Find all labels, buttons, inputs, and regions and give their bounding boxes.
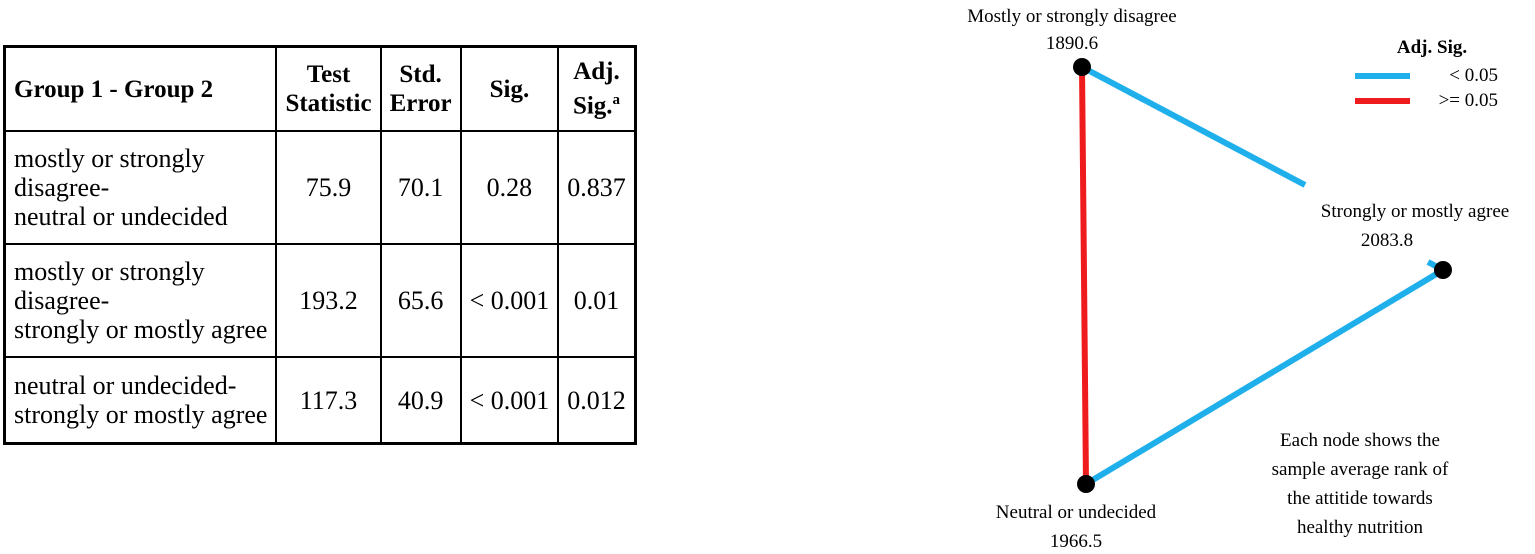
table-cell: mostly or strongly disagree- neutral or … [3, 130, 278, 245]
table-cell: 40.9 [379, 356, 462, 445]
table-cell: neutral or undecided- strongly or mostly… [3, 356, 278, 445]
header-cell: Test Statistic [275, 45, 382, 132]
legend-title: Adj. Sig. [1397, 37, 1467, 58]
table-cell: 75.9 [275, 130, 382, 245]
comparison-table: Group 1 - Group 2 Test Statistic Std. Erro… [3, 45, 637, 445]
header-cell: Group 1 - Group 2 [3, 45, 278, 132]
table-cell: 0.837 [557, 130, 637, 245]
header-text: Group 1 - Group 2 [14, 75, 214, 103]
legend-label: >= 0.05 [1439, 90, 1498, 111]
legend-label: < 0.05 [1449, 65, 1498, 86]
table-cell: 117.3 [275, 356, 382, 445]
table-cell: 0.01 [557, 243, 637, 358]
table-row: neutral or undecided- strongly or mostly… [3, 356, 637, 445]
footnote-mark: a [612, 92, 621, 109]
header-row: Group 1 - Group 2 Test Statistic Std. Erro… [3, 45, 637, 132]
table-cell: 70.1 [379, 130, 462, 245]
header-cell: Sig. [459, 45, 560, 132]
edge [1080, 64, 1307, 188]
header-text: Test Statistic [285, 61, 372, 117]
table-row: mostly or strongly disagree- strongly or… [3, 243, 637, 358]
header-text: Sig. [489, 75, 530, 103]
table-cell: 0.012 [557, 356, 637, 445]
header-cell: Adj. Sig.a [557, 45, 637, 132]
table-cell: < 0.001 [459, 243, 560, 358]
header-cell: Std. Error [379, 45, 462, 132]
node [1077, 475, 1095, 493]
node [1434, 261, 1452, 279]
node-value: 1890.6 [1046, 33, 1098, 54]
node-label: Neutral or undecided [996, 502, 1157, 523]
note: Each node shows the sample average rank o… [1272, 430, 1449, 538]
table-cell: 0.28 [459, 130, 560, 245]
node [1073, 58, 1091, 76]
note-text: Each node shows the sample average rank o… [1272, 430, 1449, 538]
header-text: Adj. Sig. [572, 58, 620, 120]
table-row: mostly or strongly disagree- neutral or … [3, 130, 637, 245]
diagram: Mostly or strongly disagree 1890.6 Stron… [967, 6, 1509, 552]
node-label: Strongly or mostly agree [1321, 201, 1509, 222]
node-label: Mostly or strongly disagree [967, 6, 1177, 27]
table-cell: 193.2 [275, 243, 382, 358]
edge [1079, 66, 1089, 485]
table-cell: < 0.001 [459, 356, 560, 445]
header-text: Std. Error [389, 61, 452, 117]
table-cell: mostly or strongly disagree- strongly or… [3, 243, 278, 358]
edge [1084, 267, 1445, 487]
node-value: 2083.8 [1361, 230, 1413, 251]
table-cell: 65.6 [379, 243, 462, 358]
legend: < 0.05 >= 0.05 [1355, 65, 1498, 111]
node-value: 1966.5 [1050, 531, 1102, 552]
